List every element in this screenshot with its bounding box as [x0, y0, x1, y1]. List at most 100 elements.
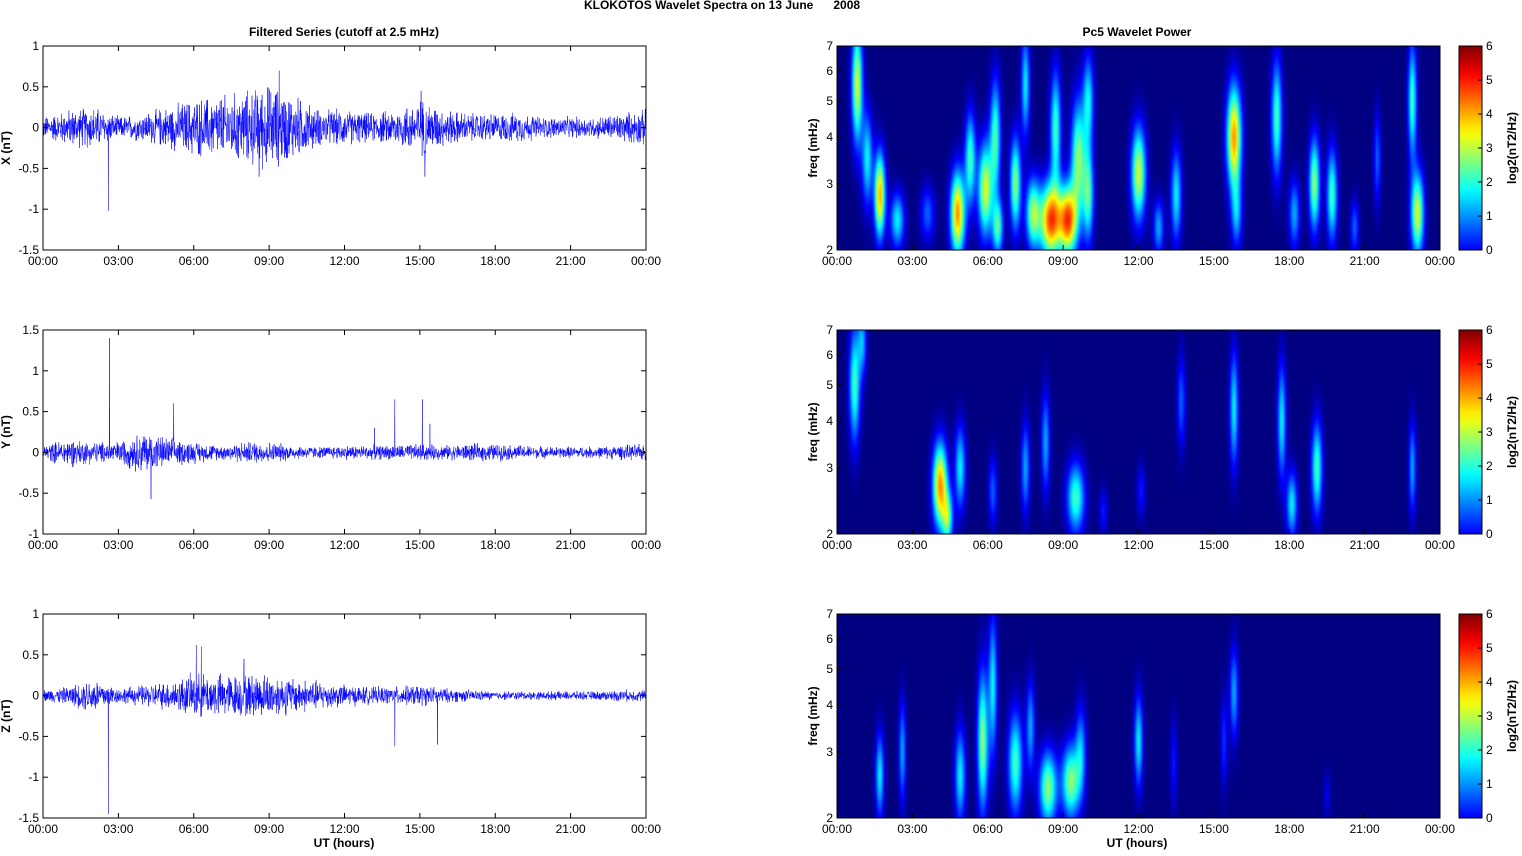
series-panel-z: 00:00 03:00 06:00 09:00 12:00 15:00 18:00 21:00… [0, 607, 661, 836]
series-line-x [42, 70, 647, 211]
y-tick-label: -1 [28, 202, 39, 216]
colorbar-label: log2(nT2/Hz) [1505, 112, 1519, 184]
colorbar-tick-label: 2 [1486, 459, 1493, 473]
wavelet-ylabel: freq (mHz) [806, 686, 820, 745]
colorbar-tick-label: 3 [1486, 709, 1493, 723]
y-tick-label: -1 [28, 527, 39, 541]
x-tick-label: 09:00 [254, 254, 284, 268]
x-tick-label: 06:00 [973, 822, 1003, 836]
colorbar-tick-label: 3 [1486, 141, 1493, 155]
right-xlabel: UT (hours) [1107, 836, 1168, 850]
colorbar-tick-label: 5 [1486, 357, 1493, 371]
series-ylabel: Y (nT) [0, 415, 13, 449]
x-tick-label: 00:00 [1425, 822, 1455, 836]
x-tick-label: 18:00 [480, 254, 510, 268]
series-axes-frame [42, 613, 647, 819]
y-tick-label: 0 [32, 445, 39, 459]
series-axes-frame [42, 329, 647, 535]
wavelet-power-map-y [837, 330, 1440, 534]
x-tick-label: 00:00 [28, 822, 58, 836]
series-line-z [42, 644, 647, 814]
x-tick-label: 15:00 [1199, 254, 1229, 268]
x-tick-label: 21:00 [1350, 822, 1380, 836]
x-tick-label: 06:00 [179, 538, 209, 552]
y-tick-label: -0.5 [18, 486, 39, 500]
x-tick-label: 06:00 [179, 254, 209, 268]
y-tick-label: 5 [826, 662, 833, 676]
x-tick-label: 03:00 [103, 822, 133, 836]
colorbar-x: 0 1 2 3 4 5 6 log2(nT2/Hz) [1458, 39, 1519, 257]
colorbar-tick-label: 1 [1486, 777, 1493, 791]
x-tick-label: 03:00 [897, 822, 927, 836]
y-tick-label: -0.5 [18, 161, 39, 175]
wavelet-power-map-x [837, 46, 1440, 250]
x-tick-label: 18:00 [480, 822, 510, 836]
wavelet-ylabel: freq (mHz) [806, 118, 820, 177]
y-tick-label: 0.5 [22, 648, 39, 662]
y-tick-label: 2 [826, 527, 833, 541]
colorbar-tick-label: 0 [1486, 811, 1493, 825]
x-tick-label: 12:00 [1123, 822, 1153, 836]
x-tick-label: 18:00 [1274, 822, 1304, 836]
x-tick-label: 06:00 [179, 822, 209, 836]
x-tick-label: 00:00 [631, 538, 661, 552]
x-tick-label: 12:00 [1123, 538, 1153, 552]
x-tick-label: 12:00 [329, 822, 359, 836]
y-tick-label: 4 [826, 414, 833, 428]
x-tick-label: 09:00 [1048, 254, 1078, 268]
colorbar-tick-label: 4 [1486, 391, 1493, 405]
x-tick-label: 09:00 [254, 538, 284, 552]
colorbar-tick-label: 2 [1486, 175, 1493, 189]
colorbar-tick-label: 2 [1486, 743, 1493, 757]
x-tick-label: 00:00 [631, 822, 661, 836]
x-tick-label: 00:00 [28, 254, 58, 268]
x-tick-label: 15:00 [1199, 822, 1229, 836]
colorbar-tick-label: 6 [1486, 323, 1493, 337]
y-tick-label: 6 [826, 348, 833, 362]
colorbar-tick-label: 3 [1486, 425, 1493, 439]
y-tick-label: 1.5 [22, 323, 39, 337]
wavelet-panel-x: 00:00 03:00 06:00 09:00 12:00 15:00 18:00 21:00… [806, 39, 1455, 268]
x-tick-label: 18:00 [1274, 538, 1304, 552]
y-tick-label: -0.5 [18, 729, 39, 743]
x-tick-label: 18:00 [1274, 254, 1304, 268]
y-tick-label: 4 [826, 130, 833, 144]
x-tick-label: 06:00 [973, 538, 1003, 552]
x-tick-label: 12:00 [329, 254, 359, 268]
y-tick-label: -1 [28, 770, 39, 784]
figure-title: KLOKOTOS Wavelet Spectra on 13 June 2008 [584, 0, 860, 12]
y-tick-label: 5 [826, 378, 833, 392]
x-tick-label: 00:00 [1425, 254, 1455, 268]
series-ylabel: Z (nT) [0, 699, 13, 732]
y-tick-label: 7 [826, 323, 833, 337]
series-line-y [42, 338, 647, 499]
y-tick-label: 3 [826, 177, 833, 191]
colorbar-tick-label: 4 [1486, 675, 1493, 689]
x-tick-label: 03:00 [103, 254, 133, 268]
y-tick-label: 3 [826, 745, 833, 759]
y-tick-label: -1.5 [18, 811, 39, 825]
series-axes-frame [42, 45, 647, 251]
x-tick-label: 00:00 [631, 254, 661, 268]
colorbar-tick-label: 1 [1486, 209, 1493, 223]
colorbar-tick-label: 4 [1486, 107, 1493, 121]
y-tick-label: 5 [826, 94, 833, 108]
x-tick-label: 15:00 [405, 822, 435, 836]
right-column-title: Pc5 Wavelet Power [1083, 25, 1192, 39]
x-tick-label: 15:00 [1199, 538, 1229, 552]
colorbar-tick-label: 6 [1486, 607, 1493, 621]
y-tick-label: 1 [32, 364, 39, 378]
colorbar-label: log2(nT2/Hz) [1505, 680, 1519, 752]
series-panel-y: 00:00 03:00 06:00 09:00 12:00 15:00 18:00 21:00… [0, 323, 661, 552]
y-tick-label: 0 [32, 121, 39, 135]
y-tick-label: 6 [826, 64, 833, 78]
wavelet-ylabel: freq (mHz) [806, 402, 820, 461]
x-tick-label: 03:00 [897, 538, 927, 552]
x-tick-label: 15:00 [405, 254, 435, 268]
x-tick-label: 21:00 [556, 254, 586, 268]
x-tick-label: 09:00 [1048, 822, 1078, 836]
x-tick-label: 00:00 [822, 538, 852, 552]
y-tick-label: 6 [826, 632, 833, 646]
x-tick-label: 09:00 [1048, 538, 1078, 552]
x-tick-label: 12:00 [1123, 254, 1153, 268]
